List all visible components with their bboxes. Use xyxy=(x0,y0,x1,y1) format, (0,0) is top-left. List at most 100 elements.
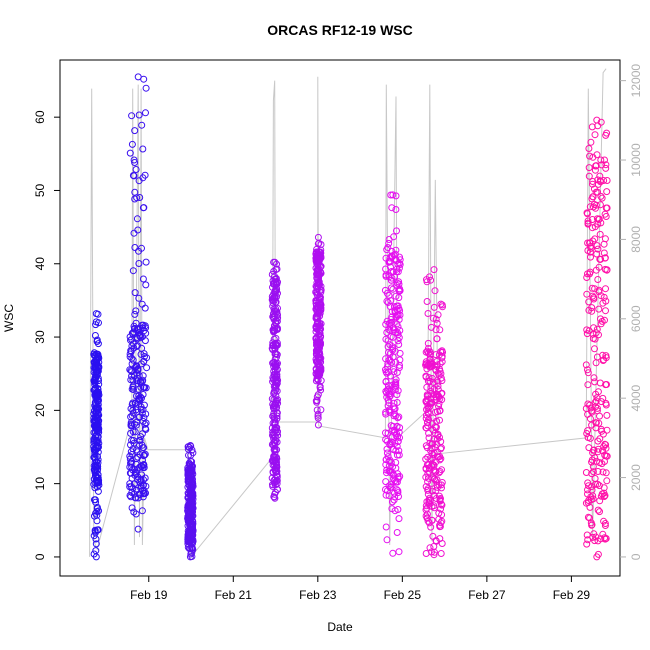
data-point xyxy=(392,206,400,213)
data-point xyxy=(314,251,322,258)
data-point xyxy=(598,460,606,468)
data-point xyxy=(395,341,403,348)
data-point xyxy=(596,201,604,209)
data-point xyxy=(592,480,599,488)
data-point xyxy=(132,455,140,463)
altitude-line-layer xyxy=(89,68,607,559)
data-point xyxy=(271,258,279,266)
data-point xyxy=(390,251,398,259)
data-point xyxy=(128,372,136,380)
data-point xyxy=(584,369,592,377)
data-point xyxy=(270,453,278,461)
data-point xyxy=(126,452,134,460)
data-point xyxy=(316,384,324,392)
data-point xyxy=(271,494,279,502)
data-point xyxy=(390,446,397,454)
data-point xyxy=(601,522,609,529)
y-tick-label: 0 xyxy=(33,553,47,560)
data-point xyxy=(382,478,390,486)
data-point xyxy=(587,493,595,501)
data-point xyxy=(585,172,593,180)
data-point xyxy=(140,461,148,468)
data-point xyxy=(90,462,98,470)
data-point xyxy=(189,449,197,457)
data-point xyxy=(603,381,610,388)
data-point xyxy=(92,467,100,475)
data-point xyxy=(586,503,594,511)
data-point xyxy=(131,159,139,166)
data-point xyxy=(132,166,140,173)
data-point xyxy=(601,156,608,164)
y2-tick-label: 8000 xyxy=(629,226,643,253)
data-point xyxy=(428,374,436,382)
data-point xyxy=(583,430,591,437)
data-point xyxy=(602,164,610,172)
data-point xyxy=(424,339,432,347)
data-point xyxy=(597,398,605,406)
data-point xyxy=(434,453,442,461)
data-point xyxy=(395,515,403,523)
data-point xyxy=(425,374,433,382)
data-point xyxy=(91,416,99,424)
data-point xyxy=(382,366,389,374)
data-point xyxy=(424,461,432,469)
data-point xyxy=(430,551,438,559)
data-point xyxy=(584,381,592,389)
data-point xyxy=(423,411,430,419)
data-point xyxy=(312,299,320,307)
data-point xyxy=(424,474,432,482)
data-point xyxy=(436,407,444,414)
data-point xyxy=(139,145,147,153)
data-point xyxy=(584,427,592,435)
data-point xyxy=(313,342,321,350)
data-point xyxy=(141,353,148,360)
data-point xyxy=(384,360,392,368)
data-point xyxy=(390,368,398,376)
data-point xyxy=(382,523,390,531)
data-point xyxy=(436,416,443,424)
data-point xyxy=(271,448,279,456)
data-point xyxy=(142,109,149,117)
data-point xyxy=(92,553,100,561)
data-point xyxy=(597,156,605,164)
data-point xyxy=(142,84,150,92)
data-point xyxy=(592,424,600,432)
data-point xyxy=(130,156,138,164)
data-point xyxy=(189,527,197,535)
data-point xyxy=(388,438,396,446)
data-point xyxy=(395,280,403,288)
data-point xyxy=(383,317,391,325)
data-point xyxy=(128,451,136,458)
data-point xyxy=(313,314,321,322)
data-point xyxy=(386,303,394,310)
data-point xyxy=(595,263,603,271)
data-point xyxy=(389,403,397,411)
data-point xyxy=(587,404,595,412)
data-point xyxy=(593,394,601,402)
data-point xyxy=(131,325,138,333)
data-point xyxy=(603,204,611,212)
data-point xyxy=(600,249,608,257)
data-point xyxy=(389,285,397,293)
data-point xyxy=(595,331,602,339)
data-point xyxy=(594,448,602,456)
data-point xyxy=(594,468,602,475)
data-point xyxy=(271,293,279,300)
data-point xyxy=(385,292,393,299)
data-point xyxy=(436,521,444,529)
data-point xyxy=(597,535,605,543)
data-point xyxy=(134,494,142,502)
y-tick-label: 40 xyxy=(33,257,47,271)
data-point xyxy=(436,367,444,375)
data-point xyxy=(394,329,402,337)
data-point xyxy=(439,303,446,311)
data-point xyxy=(589,446,597,454)
data-point xyxy=(188,531,196,539)
data-point xyxy=(596,256,604,263)
data-point xyxy=(433,319,441,327)
data-point xyxy=(602,285,609,293)
data-point xyxy=(269,302,277,310)
data-point xyxy=(432,537,440,545)
data-point xyxy=(188,467,196,475)
data-point xyxy=(141,450,149,458)
